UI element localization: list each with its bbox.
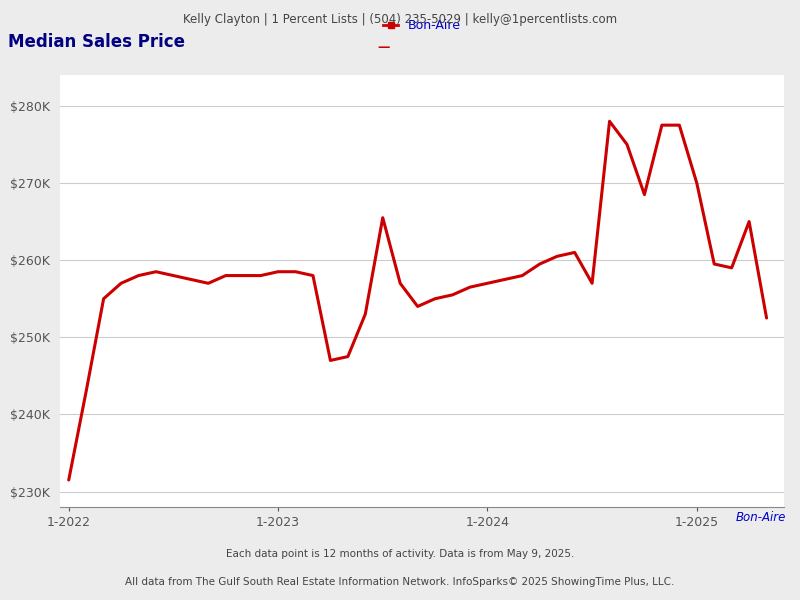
Text: —: — (378, 41, 390, 55)
Text: All data from The Gulf South Real Estate Information Network. InfoSparks© 2025 S: All data from The Gulf South Real Estate… (126, 577, 674, 587)
Text: Bon-Aire: Bon-Aire (735, 511, 786, 524)
Text: Kelly Clayton | 1 Percent Lists | (504) 235-5029 | kelly@1percentlists.com: Kelly Clayton | 1 Percent Lists | (504) … (183, 13, 617, 26)
Text: Median Sales Price: Median Sales Price (8, 33, 185, 51)
Text: Each data point is 12 months of activity. Data is from May 9, 2025.: Each data point is 12 months of activity… (226, 549, 574, 559)
Legend: Bon-Aire: Bon-Aire (378, 14, 466, 37)
